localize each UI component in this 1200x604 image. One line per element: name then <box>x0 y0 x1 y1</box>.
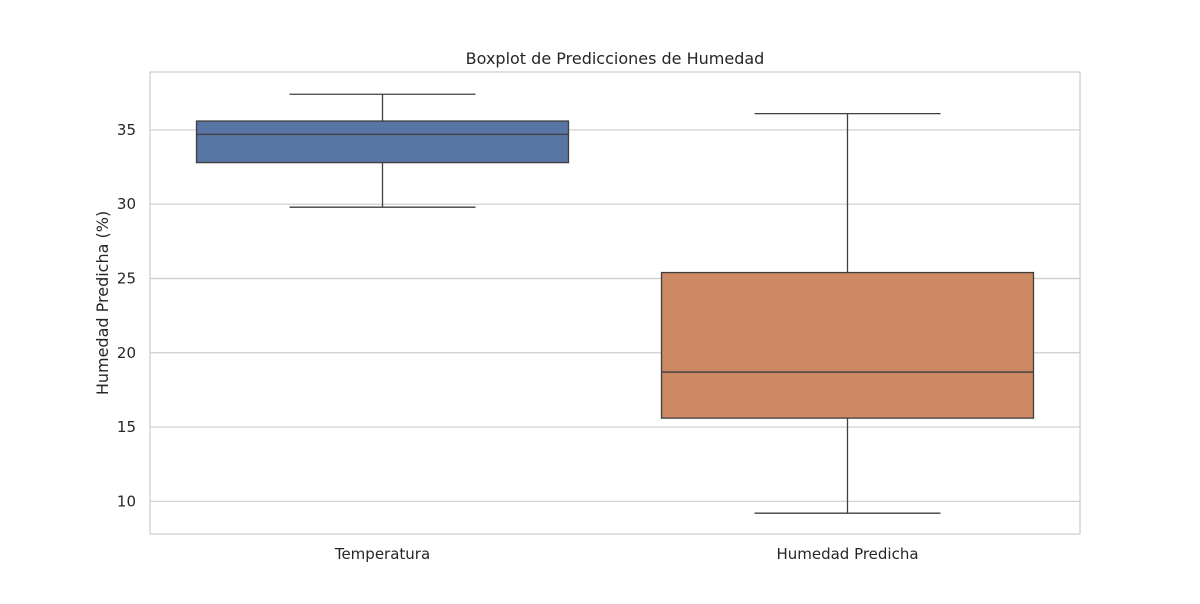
y-tick-label: 25 <box>117 269 136 287</box>
y-tick-label: 15 <box>117 418 136 436</box>
x-tick-label: Humedad Predicha <box>776 545 918 563</box>
box-group <box>195 93 570 208</box>
plot-area-frame <box>149 71 1081 535</box>
y-axis-label: Humedad Predicha (%) <box>93 211 112 395</box>
y-tick-label: 20 <box>117 344 136 362</box>
y-tick-label: 10 <box>117 492 136 510</box>
box-iqr <box>195 120 570 164</box>
y-tick-label: 35 <box>117 121 136 139</box>
box-group <box>660 112 1035 514</box>
y-tick-label: 30 <box>117 195 136 213</box>
x-tick-label: Temperatura <box>334 545 430 563</box>
chart-title: Boxplot de Predicciones de Humedad <box>466 49 765 68</box>
box-iqr <box>660 271 1035 419</box>
